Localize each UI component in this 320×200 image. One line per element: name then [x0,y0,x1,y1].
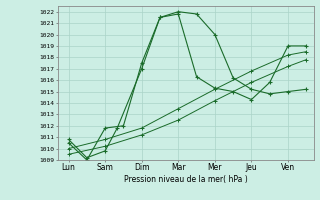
X-axis label: Pression niveau de la mer( hPa ): Pression niveau de la mer( hPa ) [124,175,247,184]
